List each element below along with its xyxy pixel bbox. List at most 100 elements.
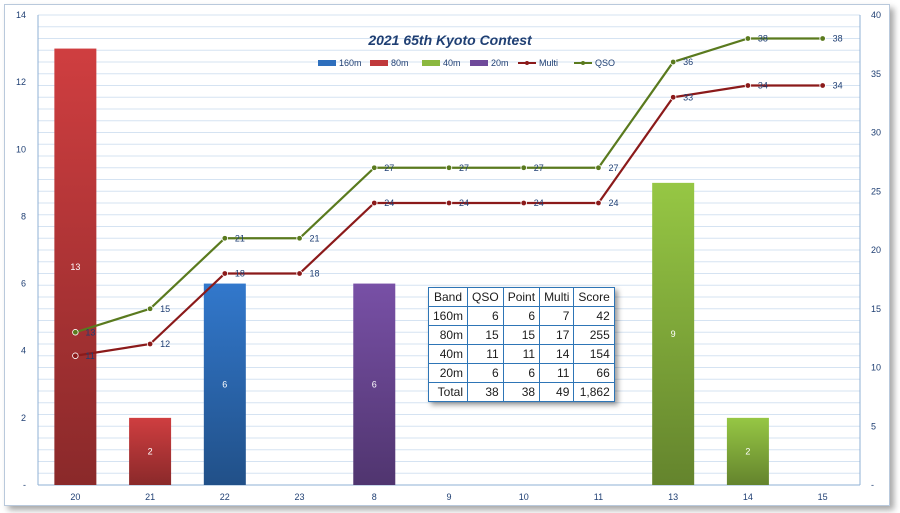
table-cell: 6 [502,306,541,326]
bar-40m [652,182,695,485]
bar-data-label: 6 [372,379,377,389]
header-multi: Multi [539,287,575,307]
table-cell: 255 [573,325,615,345]
table-cell: Total [427,382,469,402]
table-cell: 17 [539,325,575,345]
score-table: Band QSO Point Multi Score 160m 6 6 7 42… [427,287,615,402]
line-data-label: 27 [459,163,469,173]
line-data-label: 15 [160,304,170,314]
x-tick-label: 15 [818,492,828,502]
table-cell: 15 [467,325,504,345]
point-QSO [221,235,229,242]
header-point: Point [502,287,541,307]
point-QSO [146,305,154,312]
legend-label: 20m [491,58,509,68]
point-QSO [595,164,602,171]
header-score: Score [573,287,615,307]
x-tick-label: 22 [220,492,230,502]
x-tick-label: 13 [668,492,678,502]
line-data-label: 13 [85,327,95,337]
line-data-label: 27 [384,163,394,173]
line-data-label: 12 [160,339,170,349]
y-left-tick-label: 4 [21,346,26,356]
x-tick-label: 10 [519,492,529,502]
point-QSO [445,164,453,171]
line-data-label: 21 [310,233,320,243]
line-data-label: 34 [758,81,768,91]
table-cell: 6 [467,363,504,383]
y-left-tick-label: 12 [16,77,26,87]
table-cell: 11 [467,344,504,364]
table-cell: 7 [539,306,575,326]
x-tick-label: 8 [372,492,377,502]
bar-data-label: 2 [745,446,750,456]
line-data-label: 24 [534,198,544,208]
point-Multi [819,82,826,89]
legend: 160m 80m 40m 20m Multi QSO [318,58,615,68]
table-cell: 154 [573,344,615,364]
table-cell: 66 [573,363,615,383]
point-QSO [744,35,752,42]
table-row: 80m 15 15 17 255 [427,325,615,345]
point-Multi [371,199,378,207]
table-cell: 38 [502,382,541,402]
point-Multi [221,270,229,277]
x-tick-label: 14 [743,492,753,502]
point-Multi [595,199,602,207]
table-row-total: Total 38 38 49 1,862 [427,382,615,402]
legend-label: QSO [595,58,615,68]
legend-swatch-20m [470,60,488,66]
legend-label: 160m [339,58,362,68]
lines: 11 12 18 18 24 24 24 24 33 34 34 13 15 21 21 27 27 27 27 36… [72,34,843,361]
x-tick-label: 21 [145,492,155,502]
legend-label: 40m [443,58,461,68]
table-cell: 40m [427,344,469,364]
bar-data-label: 13 [70,262,80,272]
y-right-tick-label: 35 [871,69,881,79]
table-row: 20m 6 6 11 66 [427,363,615,383]
table-cell: 15 [502,325,541,345]
legend-label: Multi [539,58,558,68]
point-QSO [296,235,303,242]
y-right-tick-label: 15 [871,304,881,314]
line-data-label: 27 [534,163,544,173]
table-cell: 6 [502,363,541,383]
point-Multi [72,352,79,359]
line-data-label: 24 [384,198,394,208]
point-QSO [520,164,527,171]
line-data-label: 36 [683,57,693,67]
line-data-label: 18 [310,269,320,279]
table-cell: 49 [539,382,575,402]
y-left-tick-label: 2 [21,413,26,423]
legend-swatch-80m [370,60,388,66]
line-data-label: 34 [833,81,843,91]
bars: 6 13 2 9 2 6 [54,48,769,485]
line-data-label: 18 [235,269,245,279]
bar-data-label: 9 [671,329,676,339]
y-left-tick-label: 8 [21,211,26,221]
bar-160m [203,283,246,485]
table-cell: 38 [467,382,504,402]
table-cell: 11 [539,363,575,383]
table-cell: 11 [502,344,541,364]
y-left-tick-label: - [23,480,26,490]
table-row: 160m 6 6 7 42 [427,306,615,326]
line-data-label: 33 [683,92,693,102]
point-QSO [371,164,378,171]
x-tick-label: 9 [446,492,451,502]
table-cell: 6 [467,306,504,326]
table-cell: 20m [427,363,469,383]
line-data-label: 21 [235,233,245,243]
y-right-tick-label: 10 [871,363,881,373]
line-data-label: 38 [833,34,843,44]
legend-marker-QSO [581,61,585,65]
table-cell: 80m [427,325,469,345]
x-tick-label: 11 [594,492,603,502]
table-cell: 1,862 [573,382,615,402]
bar-40m [726,417,769,485]
y-right-tick-label: 40 [871,10,881,20]
line-data-label: 24 [608,198,618,208]
header-qso: QSO [467,287,504,307]
